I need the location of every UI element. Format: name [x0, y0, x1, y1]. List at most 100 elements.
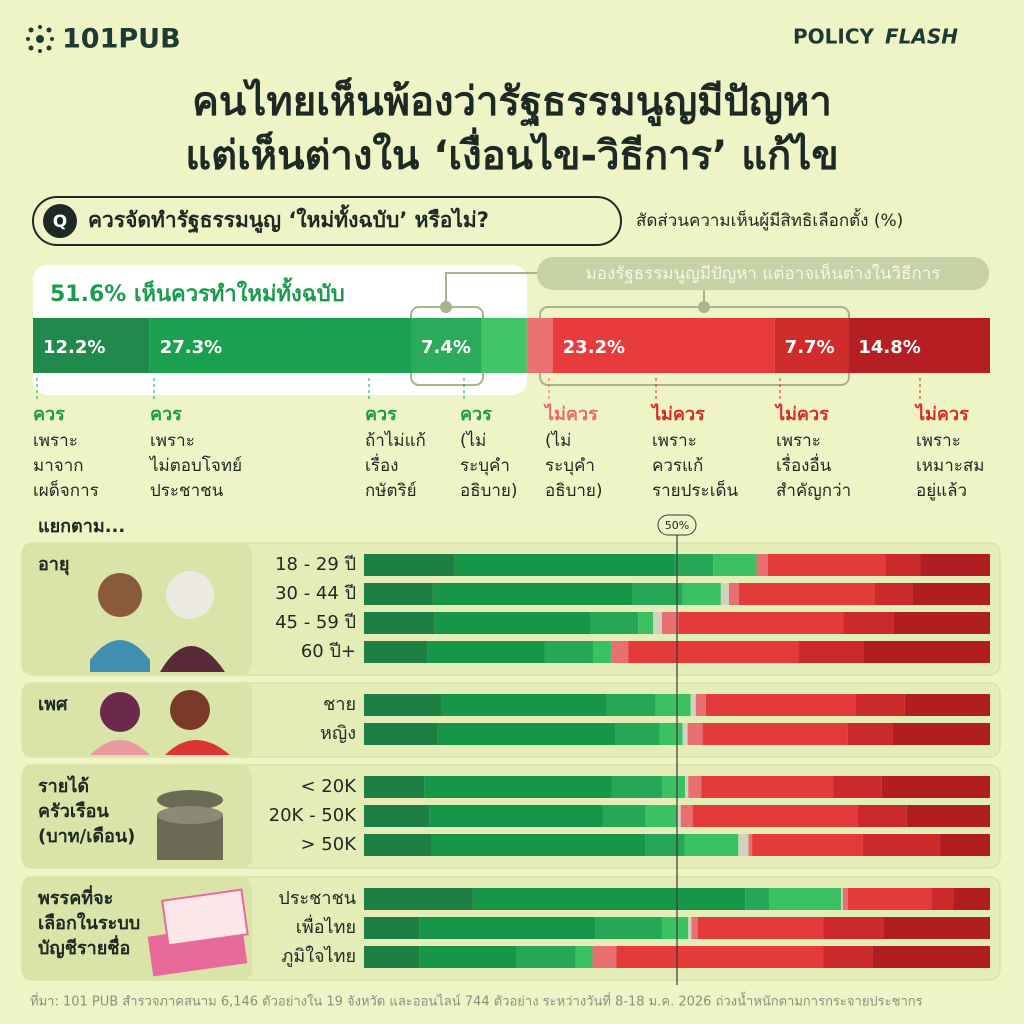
bar-segment	[756, 554, 768, 576]
bar-segment	[713, 554, 757, 576]
bar-segment	[912, 583, 990, 605]
reference-label: 50%	[665, 519, 689, 532]
value-label: 7.4%	[421, 337, 471, 358]
value-label: 12.2%	[43, 337, 105, 358]
question-badge-text: Q	[53, 212, 67, 232]
bar-segment	[628, 641, 799, 663]
bar-segment	[752, 834, 863, 856]
bar-segment	[904, 694, 990, 716]
bar-segment	[892, 723, 990, 745]
reason: เรื่อง	[365, 453, 398, 476]
bar-segment	[738, 834, 749, 856]
logo-icon	[26, 25, 54, 53]
reference-pill	[657, 514, 697, 536]
reason: ประชาชน	[150, 481, 224, 501]
bar-segment	[856, 694, 905, 716]
bar-segment	[661, 776, 686, 798]
bar-segment	[481, 318, 527, 373]
reason: ควรแก้	[652, 456, 703, 476]
bar-segment	[920, 554, 990, 576]
bar-segment	[893, 612, 990, 634]
reason: (ไม่	[545, 430, 571, 451]
bar-segment	[419, 917, 595, 939]
title: แต่เห็นต่างใน ‘เงื่อนไข-วิธีการ’ แก้ไข	[185, 127, 838, 179]
bar-segment	[592, 946, 617, 968]
bar-segment	[748, 834, 753, 856]
bar-segment	[434, 612, 590, 634]
footnote: ที่มา: 101 PUB สำรวจภาคสนาม 6,146 ตัวอย่…	[30, 992, 923, 1010]
bar-segment	[149, 318, 412, 373]
bar-segment	[684, 834, 739, 856]
value-label: 23.2%	[563, 337, 625, 358]
unit-note: สัดส่วนความเห็นผู้มีสิทธิเลือกตั้ง (%)	[636, 208, 903, 231]
bar-segment	[885, 554, 921, 576]
bar-segment	[645, 834, 685, 856]
bar-segment	[720, 583, 729, 605]
bar-segment	[645, 805, 678, 827]
bar-segment	[745, 888, 770, 910]
bar-segment	[697, 917, 824, 939]
reason: (ไม่	[460, 430, 486, 451]
brand: FLASH	[885, 25, 958, 49]
bar-segment	[872, 946, 990, 968]
breakdown-label: แยกตาม...	[38, 516, 125, 537]
bar-segment	[661, 917, 689, 939]
value-label: 14.8%	[858, 337, 920, 358]
bar-segment	[594, 917, 662, 939]
reason: เพราะ	[776, 431, 821, 451]
group-label: บัญชีรายชื่อ	[38, 935, 130, 959]
reason: ไม่ตอบโจทย์	[148, 455, 242, 476]
bar-segment	[616, 946, 824, 968]
reason: สำคัญกว่า	[776, 481, 851, 501]
bracket-dot	[698, 301, 710, 313]
reason: เรื่องอื่น	[776, 453, 832, 476]
bar-segment	[677, 805, 681, 827]
bar-segment	[364, 805, 430, 827]
bar-segment	[661, 612, 679, 634]
bar-segment	[437, 723, 616, 745]
bar-segment	[611, 641, 629, 663]
bar-segment	[33, 318, 150, 373]
bar-segment	[411, 318, 482, 373]
bar-segment	[606, 694, 656, 716]
bar-segment	[688, 776, 702, 798]
bar-segment	[364, 723, 438, 745]
value-label: 27.3%	[160, 337, 222, 358]
summary-bar: 12.2%ควรเพราะมาจากเผด็จการ27.3%ควรเพราะไ…	[33, 318, 990, 501]
bar-segment	[364, 946, 420, 968]
row-label: 60 ปี+	[301, 641, 356, 662]
bar-segment	[364, 834, 431, 856]
bar-segment	[659, 723, 683, 745]
reason: เพราะ	[652, 431, 697, 451]
bar-segment	[611, 776, 662, 798]
row-label: ชาย	[323, 694, 356, 715]
bar-segment	[939, 834, 990, 856]
bar-segment	[593, 641, 612, 663]
row-label: 30 - 44 ปี	[275, 583, 356, 604]
bar-segment	[823, 917, 884, 939]
bar-segment	[364, 694, 441, 716]
bar-segment	[364, 641, 428, 663]
headline: 51.6% เห็นควรทำใหม่ทั้งฉบับ	[50, 277, 345, 307]
illustrations	[90, 571, 249, 977]
bar-segment	[516, 946, 576, 968]
bar-segment	[823, 946, 873, 968]
bar-segment	[862, 834, 940, 856]
bar-segment	[687, 723, 703, 745]
title: คนไทยเห็นพ้องว่ารัฐธรรมนูญมีปัญหา	[192, 76, 832, 128]
bar-segment	[874, 583, 913, 605]
group-label: อายุ	[38, 554, 69, 576]
bar-segment	[842, 888, 848, 910]
reason: เพราะ	[150, 431, 195, 451]
bar-segment	[906, 805, 990, 827]
row-label: 20K - 50K	[269, 805, 358, 826]
bar-segment	[847, 888, 932, 910]
verdict: ไม่ควร	[774, 403, 829, 425]
bar-segment	[552, 318, 775, 373]
group-label: เพศ	[38, 694, 68, 715]
bar-segment	[472, 888, 746, 910]
bar-segment	[843, 612, 894, 634]
group-label: พรรคที่จะ	[38, 885, 113, 909]
row-label: ภูมิใจไทย	[281, 945, 356, 967]
row-label: เพื่อไทย	[296, 914, 356, 938]
